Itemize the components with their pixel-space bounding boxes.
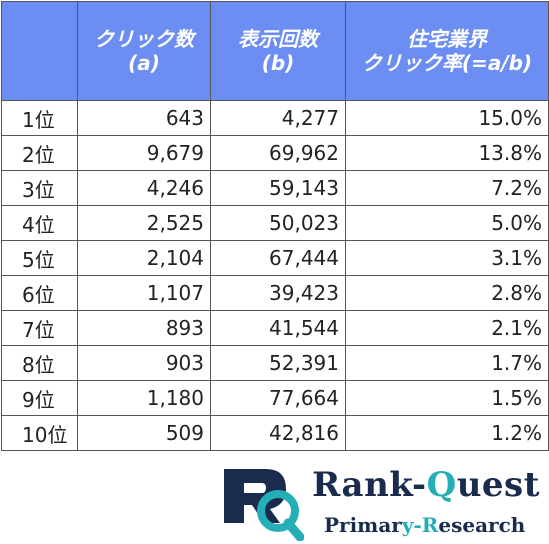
header-impressions-label: 表示回数	[238, 27, 318, 51]
ctr-cell: 15.0%	[345, 100, 549, 136]
table-row: 6位 1,107 39,423 2.8%	[1, 275, 549, 311]
rank-cell: 10位	[1, 415, 78, 451]
rank-quest-logo: Rank-Quest Primary-Research	[220, 463, 545, 541]
clicks-cell: 903	[77, 345, 211, 381]
logo-sub-yr: y-R	[401, 513, 439, 537]
table-row: 10位 509 42,816 1.2%	[1, 415, 549, 451]
rank-cell: 9位	[1, 380, 78, 416]
header-rank	[1, 1, 78, 101]
impressions-cell: 52,391	[210, 345, 346, 381]
ctr-cell: 1.5%	[345, 380, 549, 416]
impressions-cell: 39,423	[210, 275, 346, 311]
impressions-cell: 67,444	[210, 240, 346, 276]
table-row: 5位 2,104 67,444 3.1%	[1, 240, 549, 276]
logo-subtitle: Primary-Research	[324, 513, 525, 537]
impressions-cell: 59,143	[210, 170, 346, 206]
logo-sub-primar: Primar	[324, 513, 402, 537]
ctr-cell: 7.2%	[345, 170, 549, 206]
logo-title-rank: Rank-	[312, 465, 427, 505]
rank-cell: 8位	[1, 345, 78, 381]
header-impressions-var: (b)	[261, 51, 295, 75]
ctr-cell: 2.8%	[345, 275, 549, 311]
ranking-table: クリック数 (a) 表示回数 (b) 住宅業界 クリック率(=a/b) 1位 64…	[1, 1, 549, 451]
ctr-cell: 13.8%	[345, 135, 549, 171]
logo-title-q: Q	[426, 465, 457, 505]
table-row: 8位 903 52,391 1.7%	[1, 345, 549, 381]
table-row: 4位 2,525 50,023 5.0%	[1, 205, 549, 241]
rank-cell: 3位	[1, 170, 78, 206]
clicks-cell: 643	[77, 100, 211, 136]
table-row: 1位 643 4,277 15.0%	[1, 100, 549, 136]
clicks-cell: 4,246	[77, 170, 211, 206]
header-ctr-label: 住宅業界	[407, 27, 487, 51]
clicks-cell: 893	[77, 310, 211, 346]
header-clicks: クリック数 (a)	[77, 1, 211, 101]
clicks-cell: 1,107	[77, 275, 211, 311]
header-ctr-formula: クリック率(=a/b)	[361, 51, 533, 75]
rank-cell: 6位	[1, 275, 78, 311]
impressions-cell: 42,816	[210, 415, 346, 451]
header-clicks-var: (a)	[128, 51, 160, 75]
header-ctr: 住宅業界 クリック率(=a/b)	[345, 1, 549, 101]
logo-title: Rank-Quest	[312, 465, 540, 505]
table-row: 7位 893 41,544 2.1%	[1, 310, 549, 346]
table-row: 3位 4,246 59,143 7.2%	[1, 170, 549, 206]
impressions-cell: 41,544	[210, 310, 346, 346]
clicks-cell: 1,180	[77, 380, 211, 416]
ctr-cell: 5.0%	[345, 205, 549, 241]
ctr-cell: 1.2%	[345, 415, 549, 451]
impressions-cell: 50,023	[210, 205, 346, 241]
header-clicks-label: クリック数	[94, 27, 194, 51]
ctr-cell: 1.7%	[345, 345, 549, 381]
clicks-cell: 2,525	[77, 205, 211, 241]
rank-cell: 4位	[1, 205, 78, 241]
clicks-cell: 509	[77, 415, 211, 451]
header-impressions: 表示回数 (b)	[210, 1, 346, 101]
ctr-cell: 2.1%	[345, 310, 549, 346]
header-row: クリック数 (a) 表示回数 (b) 住宅業界 クリック率(=a/b)	[1, 1, 549, 101]
ctr-cell: 3.1%	[345, 240, 549, 276]
rank-cell: 7位	[1, 310, 78, 346]
rank-cell: 5位	[1, 240, 78, 276]
impressions-cell: 77,664	[210, 380, 346, 416]
impressions-cell: 69,962	[210, 135, 346, 171]
rank-quest-mark-icon	[224, 469, 304, 541]
rank-cell: 2位	[1, 135, 78, 171]
logo-title-uest: uest	[456, 465, 540, 505]
rank-cell: 1位	[1, 100, 78, 136]
clicks-cell: 9,679	[77, 135, 211, 171]
clicks-cell: 2,104	[77, 240, 211, 276]
impressions-cell: 4,277	[210, 100, 346, 136]
table-row: 2位 9,679 69,962 13.8%	[1, 135, 549, 171]
table-row: 9位 1,180 77,664 1.5%	[1, 380, 549, 416]
logo-sub-esearch: esearch	[438, 513, 526, 537]
